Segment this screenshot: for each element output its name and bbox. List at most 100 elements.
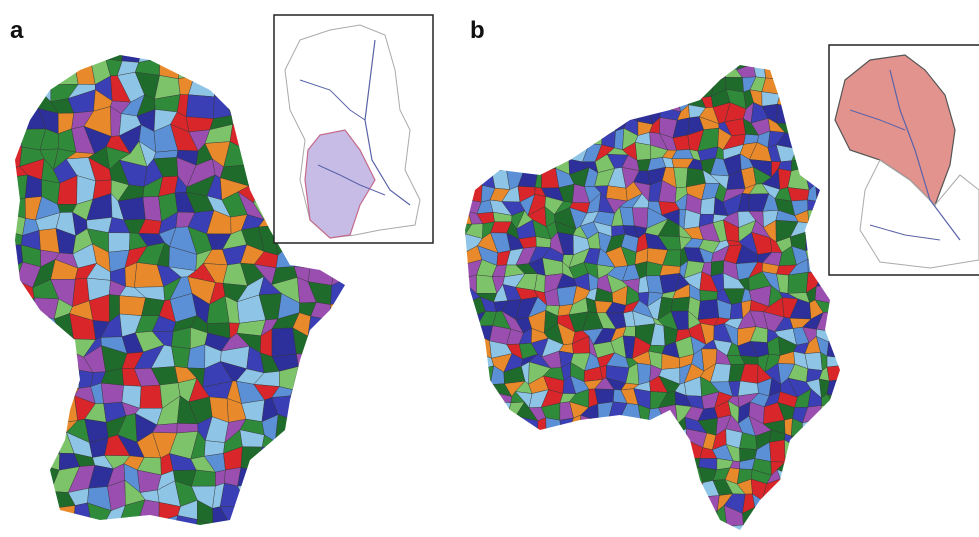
subbasin	[328, 517, 345, 525]
subbasin	[138, 55, 161, 63]
subbasin	[322, 416, 342, 440]
subbasin	[482, 114, 498, 138]
subbasin	[338, 379, 345, 404]
subbasin	[465, 417, 473, 432]
subbasin	[322, 403, 342, 425]
subbasin	[805, 231, 818, 251]
subbasin	[21, 89, 40, 109]
subbasin	[587, 79, 596, 92]
subbasin	[287, 491, 317, 505]
subbasin	[697, 518, 717, 530]
subbasin	[465, 185, 483, 203]
subbasin	[518, 492, 538, 513]
subbasin	[502, 77, 520, 98]
subbasin	[683, 482, 704, 498]
subbasin	[830, 517, 840, 530]
subbasin	[465, 276, 470, 291]
subbasin	[845, 414, 860, 434]
subbasin	[702, 65, 715, 86]
subbasin	[803, 157, 822, 174]
subbasin	[788, 506, 807, 528]
subbasin	[543, 80, 564, 95]
subbasin	[568, 430, 587, 448]
subbasin	[557, 140, 577, 160]
subbasin	[784, 439, 796, 463]
subbasin	[48, 336, 75, 354]
subbasin	[296, 353, 318, 367]
subbasin	[632, 207, 649, 229]
subbasin	[470, 129, 484, 152]
subbasin	[475, 429, 496, 447]
subbasin	[479, 375, 491, 392]
subbasin	[275, 438, 297, 449]
subbasin	[584, 525, 599, 530]
subbasin	[807, 199, 822, 211]
subbasin	[247, 515, 261, 525]
subbasin	[611, 93, 627, 108]
subbasin	[843, 339, 863, 358]
subbasin	[635, 517, 656, 530]
subbasin	[492, 82, 508, 98]
subbasin	[521, 519, 539, 530]
subbasin	[228, 515, 249, 525]
subbasin	[476, 453, 500, 475]
subbasin	[804, 107, 822, 124]
subbasin	[105, 55, 123, 62]
subbasin	[843, 434, 859, 446]
subbasin	[508, 132, 522, 149]
subbasin	[48, 365, 80, 390]
subbasin	[475, 155, 492, 171]
subbasin	[779, 78, 792, 95]
subbasin	[697, 299, 720, 320]
subbasin	[309, 248, 334, 273]
subbasin	[528, 440, 546, 459]
subbasin	[544, 505, 561, 523]
subbasin	[21, 438, 46, 459]
subbasin	[225, 55, 250, 65]
subbasin	[290, 389, 318, 406]
subbasin	[700, 197, 716, 215]
subbasin	[557, 518, 575, 530]
subbasin	[619, 65, 635, 67]
subbasin	[507, 518, 525, 530]
subbasin	[465, 375, 473, 393]
subbasin	[16, 465, 45, 491]
subbasin	[660, 519, 678, 530]
subbasin	[465, 195, 469, 215]
subbasin	[600, 456, 609, 474]
subbasin	[559, 417, 574, 438]
subbasin	[465, 233, 466, 254]
subbasin	[465, 348, 479, 372]
subbasin	[659, 433, 681, 443]
subbasin	[636, 440, 656, 458]
subbasin	[567, 65, 591, 73]
subbasin	[621, 440, 640, 458]
subbasin	[15, 297, 35, 318]
subbasin	[805, 479, 820, 501]
subbasin	[15, 446, 29, 477]
subbasin	[807, 85, 818, 98]
subbasin-map-b	[465, 65, 863, 530]
subbasin	[201, 521, 231, 525]
subbasin	[248, 55, 264, 61]
subbasin	[674, 428, 687, 443]
subbasin	[274, 468, 299, 493]
subbasin	[518, 65, 534, 70]
subbasin	[515, 452, 536, 469]
subbasin	[322, 347, 345, 363]
subbasin	[535, 468, 552, 482]
subbasin	[684, 65, 707, 86]
subbasin	[330, 302, 345, 321]
subbasin	[469, 325, 484, 342]
subbasin	[237, 483, 264, 507]
subbasin	[607, 65, 621, 67]
subbasin	[807, 209, 823, 224]
subbasin	[507, 465, 521, 482]
subbasin	[75, 57, 96, 85]
subbasin	[465, 332, 473, 342]
subbasin	[50, 395, 78, 425]
subbasin	[495, 401, 512, 424]
subbasin	[518, 88, 530, 113]
subbasin	[476, 65, 497, 68]
